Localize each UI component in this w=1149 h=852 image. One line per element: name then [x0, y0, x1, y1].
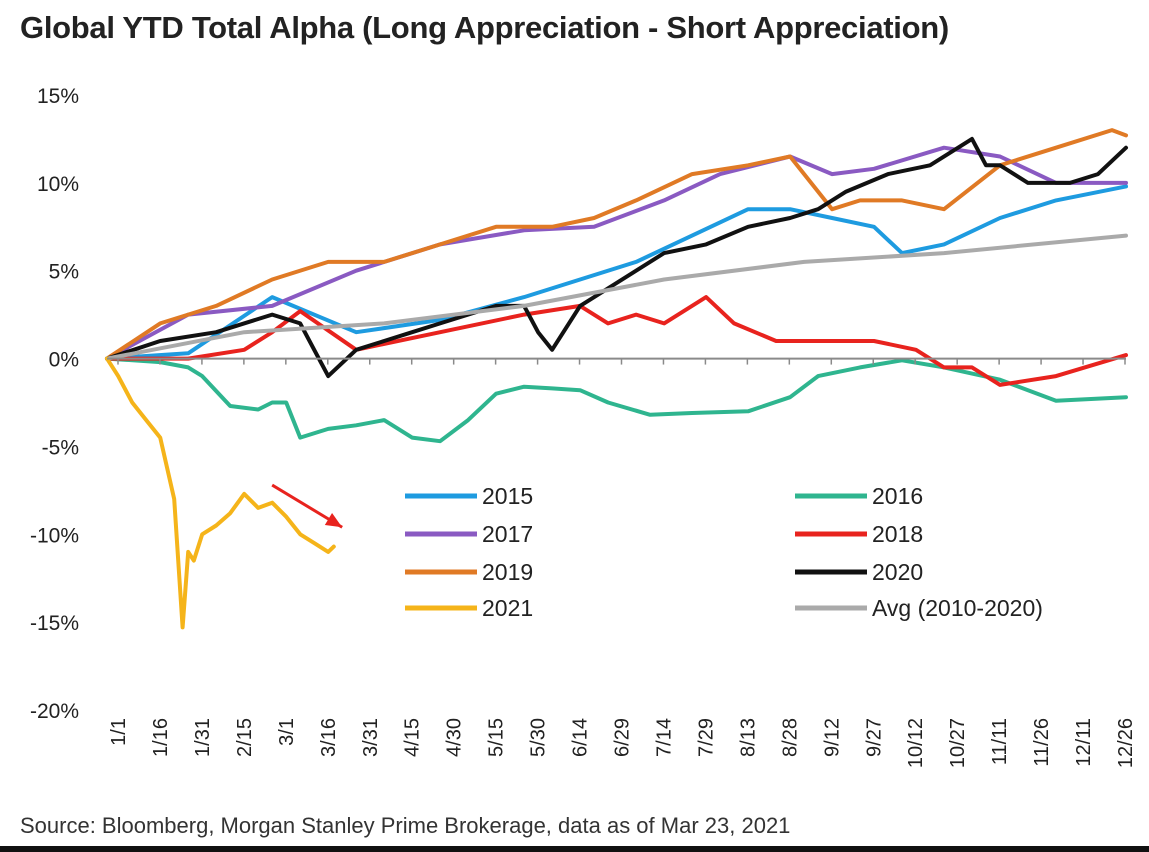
x-tick-label: 12/26: [1115, 718, 1137, 768]
x-tick-label: 3/1: [276, 718, 298, 746]
x-tick-label: 9/12: [821, 718, 843, 757]
source-note: Source: Bloomberg, Morgan Stanley Prime …: [20, 813, 791, 838]
x-tick-label: 7/29: [695, 718, 717, 757]
x-tick-label: 4/30: [444, 718, 466, 757]
x-tick-label: 5/15: [486, 718, 508, 757]
y-axis-labels: 15% 10% 5% 0% -5% -10% -15% -20%: [30, 85, 79, 723]
series-line-avg-2010-2020: [105, 233, 1128, 361]
trend-arrow-head: [324, 513, 343, 528]
x-tick-label: 1/1: [108, 718, 130, 746]
x-tick-label: 7/14: [653, 718, 675, 757]
series-line-2016: [105, 356, 1128, 444]
x-tick-label: 10/27: [947, 718, 969, 768]
x-tick-label: 1/31: [192, 718, 214, 757]
legend: 2015 2016 2017 2018 2019 2020 2021 Avg (2010-20…: [405, 483, 1043, 621]
legend-label-2017: 2017: [482, 521, 533, 547]
series-line-2019: [105, 128, 1128, 361]
x-tick-label: 10/12: [905, 718, 927, 768]
x-tick-label: 12/11: [1073, 718, 1095, 767]
x-tick-label: 11/11: [989, 718, 1011, 765]
series-line-2017: [105, 145, 1128, 361]
chart-title: Global YTD Total Alpha (Long Appreciatio…: [20, 10, 949, 45]
legend-label-2020: 2020: [872, 559, 923, 585]
legend-label-2018: 2018: [872, 521, 923, 547]
x-tick-label: 11/26: [1031, 718, 1053, 767]
y-tick-label: -20%: [30, 700, 79, 723]
x-tick-label: 6/29: [612, 718, 634, 757]
x-tick-label: 4/15: [402, 718, 424, 757]
y-tick-label: -10%: [30, 524, 79, 547]
x-tick-label: 3/16: [318, 718, 340, 757]
y-tick-label: 15%: [37, 85, 79, 108]
y-tick-label: 5%: [49, 261, 79, 284]
x-tick-label: 8/28: [779, 718, 801, 757]
x-tick-label: 1/16: [150, 718, 172, 757]
x-tick-label: 9/27: [863, 718, 885, 757]
x-tick-label: 5/30: [528, 718, 550, 757]
legend-label-2015: 2015: [482, 483, 533, 509]
legend-label-avg-2010-2020: Avg (2010-2020): [872, 595, 1043, 621]
series-lines: [105, 128, 1128, 630]
annotations: [271, 483, 343, 529]
y-tick-label: -5%: [42, 436, 79, 459]
series-line-2021: [105, 356, 336, 630]
legend-label-2019: 2019: [482, 559, 533, 585]
legend-label-2021: 2021: [482, 595, 533, 621]
legend-label-2016: 2016: [872, 483, 923, 509]
series-line-2018: [105, 295, 1128, 387]
bottom-rule: [0, 846, 1149, 852]
y-tick-label: 10%: [37, 173, 79, 196]
x-tick-label: 8/13: [737, 718, 759, 757]
y-tick-label: 0%: [49, 349, 79, 372]
x-tick-label: 2/15: [234, 718, 256, 757]
x-axis-ticks: [117, 358, 1126, 365]
x-tick-label: 6/14: [570, 718, 592, 757]
x-tick-label: 3/31: [360, 718, 382, 757]
x-axis-labels: 1/1 1/16 1/31 2/15 3/1 3/16 3/31 4/15 4/30 5/15 5/…: [108, 718, 1137, 768]
y-tick-label: -15%: [30, 612, 79, 635]
